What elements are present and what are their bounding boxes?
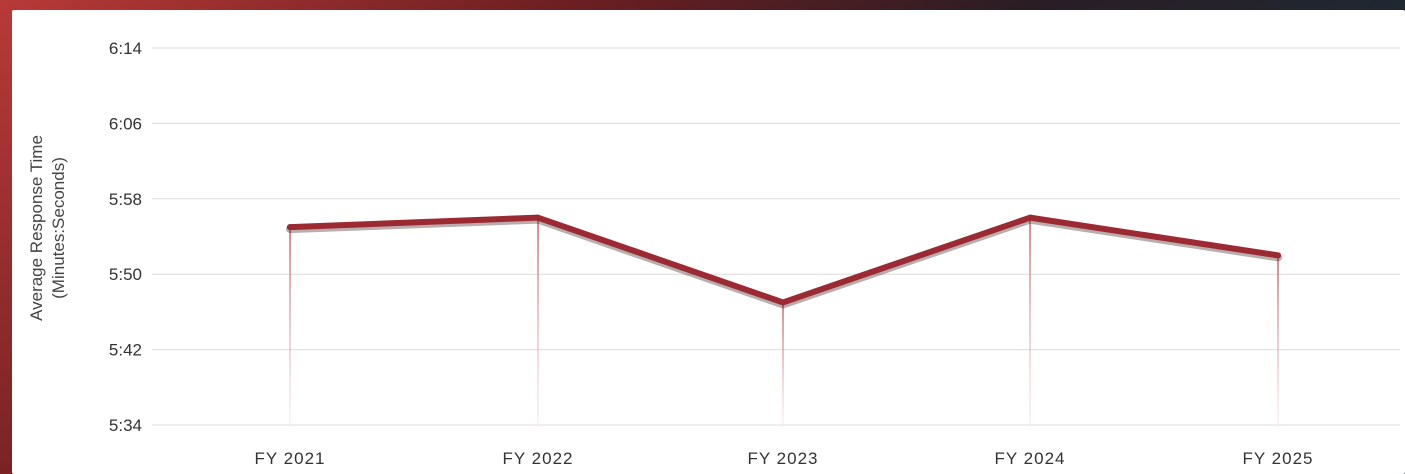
data-point-1 [535, 214, 541, 221]
y-axis-title-line2: (Minutes:Seconds) [49, 157, 68, 299]
line-chart: 5:345:425:505:586:066:14 FY 2021 FY 2022 F… [27, 39, 1400, 468]
x-tick-label: FY 2025 [1243, 449, 1314, 468]
y-axis-tick-labels: 5:34 5:42 5:50 5:58 6:06 6:14 [109, 39, 142, 435]
drop-line-0 [289, 227, 291, 425]
drop-line-2 [782, 302, 784, 425]
drop-lines [289, 217, 1279, 425]
data-point-3 [1027, 214, 1033, 221]
drop-line-4 [1277, 255, 1279, 425]
data-point-0 [287, 224, 293, 231]
data-point-4 [1275, 252, 1281, 259]
y-tick-label: 6:14 [109, 39, 142, 58]
x-axis-tick-labels: FY 2021 FY 2022 FY 2023 FY 2024 FY 2025 [255, 449, 1314, 468]
y-tick-label: 6:06 [109, 114, 142, 133]
drop-line-1 [537, 217, 539, 425]
y-tick-label: 5:50 [109, 265, 142, 284]
x-tick-label: FY 2023 [748, 449, 819, 468]
y-tick-label: 5:58 [109, 190, 142, 209]
y-axis-title-line1: Average Response Time [27, 135, 46, 321]
x-tick-label: FY 2021 [255, 449, 326, 468]
y-tick-label: 5:42 [109, 341, 142, 360]
drop-line-3 [1029, 217, 1031, 425]
y-tick-label: 5:34 [109, 416, 142, 435]
series-line [286, 214, 1282, 309]
x-tick-label: FY 2022 [503, 449, 574, 468]
x-tick-label: FY 2024 [995, 449, 1066, 468]
y-axis-title: Average Response Time (Minutes:Seconds) [27, 135, 68, 321]
chart-panel: 5:34 5:42 5:50 5:58 6:06 6:14 FY 2021 FY 2022 F… [12, 10, 1405, 474]
gridlines [152, 47, 1400, 426]
data-point-2 [780, 299, 786, 306]
series-line-0 [287, 214, 1281, 306]
